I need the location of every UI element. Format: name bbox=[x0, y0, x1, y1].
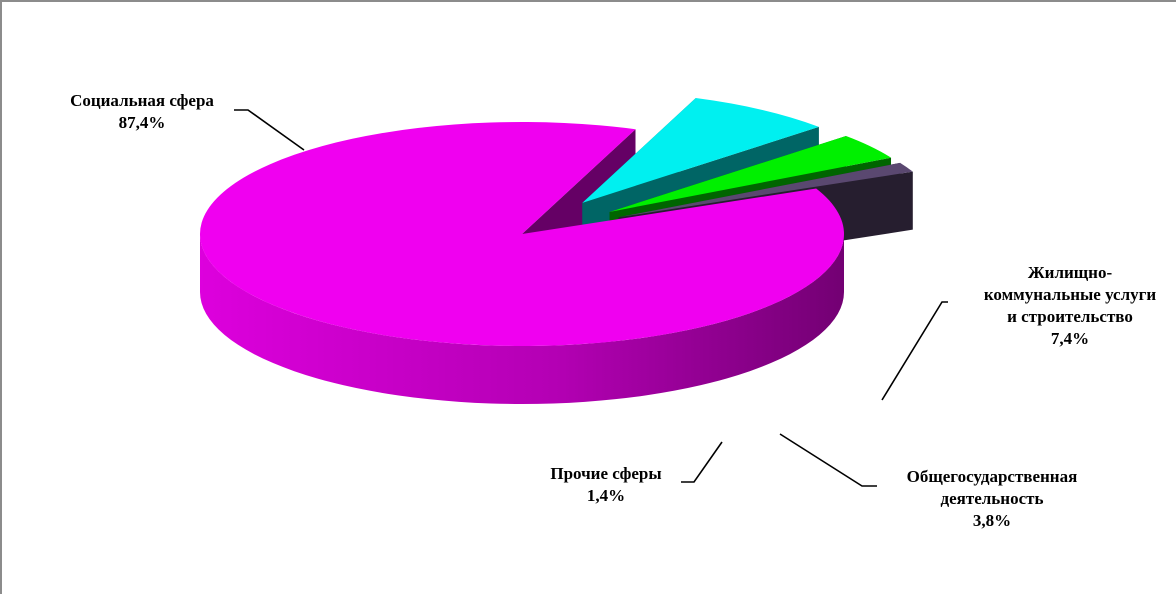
slice-category-label: Общегосударственная bbox=[907, 467, 1078, 486]
slice-category-label: коммунальные услуги bbox=[984, 285, 1157, 304]
leader-line bbox=[234, 109, 305, 151]
slice-category-label: деятельность bbox=[941, 489, 1044, 508]
slice-category-label: Жилищно- bbox=[1028, 263, 1113, 282]
slice-category-label: Прочие сферы bbox=[550, 464, 661, 483]
slice-value-label: 3,8% bbox=[973, 511, 1011, 530]
leader-line bbox=[881, 301, 948, 401]
leader-line bbox=[681, 441, 723, 483]
slice-category-label: и строительство bbox=[1007, 307, 1133, 326]
slice-value-label: 7,4% bbox=[1051, 329, 1089, 348]
slice-value-label: 87,4% bbox=[119, 113, 166, 132]
pie-slice bbox=[582, 98, 819, 203]
pie-slice-side bbox=[200, 234, 844, 404]
slice-category-label: Социальная сфера bbox=[70, 91, 214, 110]
pie-slice bbox=[618, 162, 913, 218]
slice-value-label: 1,4% bbox=[587, 486, 625, 505]
pie-slice bbox=[200, 122, 844, 346]
leader-line bbox=[779, 433, 877, 487]
pie-slice bbox=[609, 136, 892, 212]
